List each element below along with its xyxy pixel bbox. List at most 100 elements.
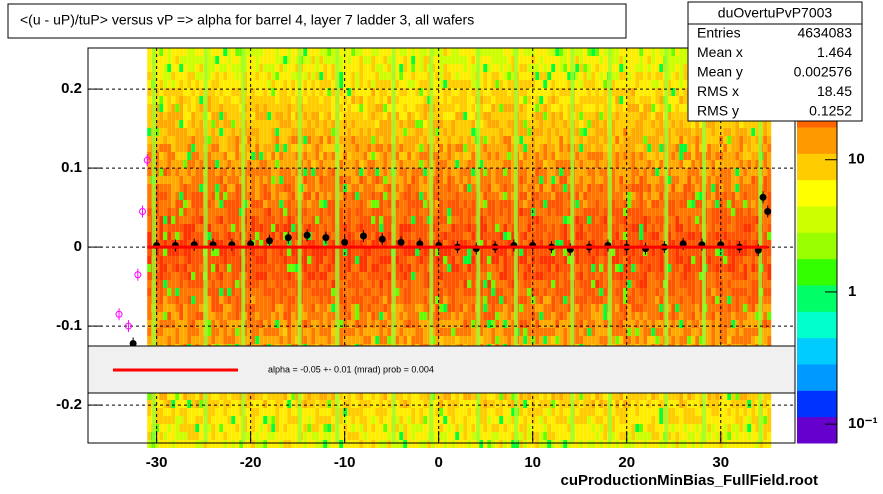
heatmap-cell bbox=[395, 232, 400, 240]
heatmap-cell bbox=[323, 328, 328, 336]
heatmap-cell bbox=[147, 312, 152, 320]
heatmap-cell bbox=[167, 304, 172, 312]
heatmap-cell bbox=[463, 152, 468, 160]
heatmap-cell bbox=[235, 248, 240, 256]
heatmap-cell bbox=[411, 440, 416, 448]
heatmap-cell bbox=[167, 216, 172, 224]
heatmap-cell bbox=[219, 264, 224, 272]
heatmap-cell bbox=[179, 176, 184, 184]
heatmap-cell bbox=[247, 168, 252, 176]
heatmap-cell bbox=[163, 208, 168, 216]
heatmap-cell bbox=[303, 184, 308, 192]
heatmap-cell bbox=[407, 328, 412, 336]
heatmap-cell bbox=[363, 48, 368, 56]
heatmap-cell bbox=[495, 160, 500, 168]
heatmap-cell bbox=[447, 136, 452, 144]
heatmap-cell bbox=[459, 176, 464, 184]
heatmap-cell bbox=[327, 72, 332, 80]
heatmap-cell bbox=[467, 128, 472, 136]
heatmap-cell bbox=[227, 336, 232, 344]
heatmap-cell bbox=[235, 256, 240, 264]
heatmap-cell bbox=[487, 200, 492, 208]
heatmap-cell bbox=[379, 72, 384, 80]
heatmap-cell bbox=[495, 136, 500, 144]
heatmap-cell bbox=[307, 408, 312, 416]
heatmap-cell bbox=[423, 328, 428, 336]
heatmap-cell bbox=[183, 328, 188, 336]
heatmap-cell bbox=[523, 336, 528, 344]
heatmap-cell bbox=[275, 160, 280, 168]
heatmap-cell bbox=[295, 296, 300, 304]
heatmap-cell bbox=[387, 392, 392, 400]
heatmap-cell bbox=[283, 328, 288, 336]
heatmap-cell bbox=[375, 72, 380, 80]
heatmap-cell bbox=[523, 136, 528, 144]
heatmap-cell bbox=[411, 416, 416, 424]
heatmap-cell bbox=[447, 400, 452, 408]
heatmap-cell bbox=[287, 96, 292, 104]
heatmap-cell bbox=[407, 216, 412, 224]
heatmap-cell bbox=[471, 200, 476, 208]
heatmap-cell bbox=[403, 280, 408, 288]
heatmap-cell bbox=[427, 136, 432, 144]
heatmap-cell bbox=[191, 104, 196, 112]
heatmap-cell bbox=[423, 272, 428, 280]
heatmap-cell bbox=[291, 408, 296, 416]
heatmap-cell bbox=[267, 288, 272, 296]
heatmap-cell bbox=[439, 328, 444, 336]
heatmap-cell bbox=[227, 112, 232, 120]
heatmap-cell bbox=[499, 112, 504, 120]
heatmap-cell bbox=[435, 104, 440, 112]
heatmap-cell bbox=[451, 320, 456, 328]
heatmap-cell bbox=[379, 264, 384, 272]
heatmap-cell bbox=[311, 120, 316, 128]
heatmap-cell bbox=[543, 224, 548, 232]
heatmap-cell bbox=[247, 160, 252, 168]
heatmap-cell bbox=[435, 336, 440, 344]
heatmap-cell bbox=[403, 112, 408, 120]
heatmap-cell bbox=[311, 272, 316, 280]
heatmap-cell bbox=[443, 104, 448, 112]
heatmap-cell bbox=[447, 296, 452, 304]
heatmap-cell bbox=[523, 288, 528, 296]
heatmap-cell bbox=[187, 128, 192, 136]
heatmap-cell bbox=[251, 408, 256, 416]
heatmap-cell bbox=[171, 128, 176, 136]
heatmap-cell bbox=[227, 432, 232, 440]
heatmap-cell bbox=[351, 136, 356, 144]
heatmap-cell bbox=[411, 136, 416, 144]
heatmap-cell bbox=[251, 272, 256, 280]
heatmap-cell bbox=[451, 224, 456, 232]
heatmap-cell bbox=[179, 144, 184, 152]
heatmap-cell bbox=[295, 48, 300, 56]
heatmap-cell bbox=[363, 200, 368, 208]
heatmap-cell bbox=[467, 440, 472, 448]
heatmap-cell bbox=[435, 264, 440, 272]
heatmap-cell bbox=[395, 328, 400, 336]
heatmap-cell bbox=[503, 304, 508, 312]
heatmap-cell bbox=[387, 216, 392, 224]
heatmap-cell bbox=[355, 320, 360, 328]
heatmap-cell bbox=[311, 216, 316, 224]
heatmap-cell bbox=[379, 280, 384, 288]
heatmap-cell bbox=[235, 104, 240, 112]
heatmap-cell bbox=[275, 280, 280, 288]
heatmap-cell bbox=[435, 184, 440, 192]
heatmap-cell bbox=[171, 328, 176, 336]
heatmap-cell bbox=[419, 312, 424, 320]
heatmap-cell bbox=[275, 416, 280, 424]
heatmap-cell bbox=[147, 160, 152, 168]
heatmap-cell bbox=[399, 160, 404, 168]
heatmap-cell bbox=[439, 112, 444, 120]
heatmap-cell bbox=[543, 280, 548, 288]
heatmap-cell bbox=[287, 392, 292, 400]
heatmap-cell bbox=[247, 224, 252, 232]
heatmap-cell bbox=[179, 248, 184, 256]
heatmap-cell bbox=[447, 336, 452, 344]
heatmap-cell bbox=[147, 280, 152, 288]
heatmap-cell bbox=[495, 288, 500, 296]
heatmap-cell bbox=[443, 160, 448, 168]
heatmap-cell bbox=[239, 296, 244, 304]
heatmap-cell bbox=[251, 328, 256, 336]
heatmap-cell bbox=[451, 264, 456, 272]
